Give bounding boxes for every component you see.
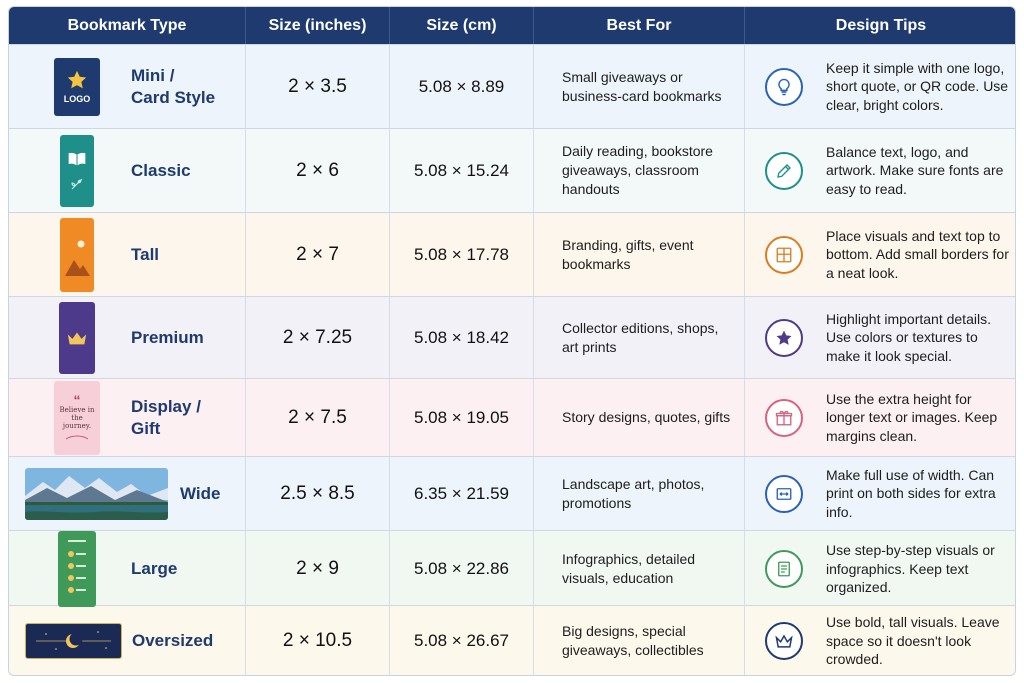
type-name: Classic [131, 160, 191, 180]
best-for: Small giveaways or business-card bookmar… [534, 45, 745, 128]
size-inches: 2 × 7 [246, 213, 390, 296]
tip-text: Balance text, logo, and artwork. Make su… [826, 143, 1004, 197]
best-for: Landscape art, photos, promotions [534, 457, 745, 530]
size-cm: 6.35 × 21.59 [390, 457, 534, 530]
best-for: Branding, gifts, event bookmarks [534, 213, 745, 296]
type-name: Mini / Card Style [131, 65, 216, 107]
table-row-display-gift: “ Believe in the journey. Display / Gift… [9, 378, 1015, 456]
best-for: Collector editions, shops, art prints [534, 297, 745, 378]
tip-text: Use the extra height for longer text or … [826, 390, 998, 444]
document-icon [765, 550, 803, 588]
tip-text: Keep it simple with one logo, short quot… [826, 59, 1009, 113]
table-row-tall: Tall 2 × 7 5.08 × 17.78 Branding, gifts,… [9, 212, 1015, 296]
moon-night-icon [36, 631, 111, 650]
best-for: Big designs, special giveaways, collecti… [534, 606, 745, 675]
design-tip: Use bold, tall visuals. Leave space so i… [745, 606, 1015, 675]
type-name: Large [131, 559, 178, 578]
type-name: Tall [131, 244, 160, 264]
design-tip: Use step-by-step visuals or infographics… [745, 531, 1015, 607]
size-inches: 2 × 6 [246, 129, 390, 212]
large-bookmark-thumbnail [58, 531, 96, 607]
table-row-oversized: Oversized 2 × 10.5 5.08 × 26.67 Big desi… [9, 605, 1015, 675]
lightbulb-icon [765, 67, 803, 106]
type-cell: LOGO Mini / Card Style [9, 45, 246, 128]
size-inches: 2 × 3.5 [246, 45, 390, 128]
tip-text: Use step-by-step visuals or infographics… [826, 542, 995, 596]
table-row-large: Large 2 × 9 5.08 × 22.86 Infographics, d… [9, 530, 1015, 607]
star-icon [67, 70, 87, 89]
size-inches: 2.5 × 8.5 [246, 457, 390, 530]
header-design-tips: Design Tips [835, 16, 927, 34]
oversized-bookmark-thumbnail [25, 623, 122, 659]
size-cm: 5.08 × 19.05 [390, 379, 534, 456]
crown-icon [765, 622, 803, 660]
laurel-icon [65, 435, 89, 440]
size-cm: 5.08 × 17.78 [390, 213, 534, 296]
type-cell: Large [9, 531, 246, 607]
header-best-for: Best For [534, 7, 745, 44]
quote-mark-icon: “ [73, 392, 81, 408]
type-cell: “ Believe in the journey. Display / Gift [9, 379, 246, 456]
header-size-inches: Size (inches) [246, 7, 390, 44]
open-book-icon [68, 152, 86, 166]
table-row-mini: LOGO Mini / Card Style 2 × 3.5 5.08 × 8.… [9, 44, 1015, 128]
design-tip: Keep it simple with one logo, short quot… [745, 45, 1015, 128]
best-for: Infographics, detailed visuals, educatio… [534, 531, 745, 607]
tip-text: Place visuals and text top to bottom. Ad… [826, 227, 1009, 281]
size-cm: 5.08 × 26.67 [390, 606, 534, 675]
bookmark-size-table: Bookmark Type Size (inches) Size (cm) Be… [8, 6, 1016, 676]
size-inches: 2 × 10.5 [246, 606, 390, 675]
premium-bookmark-thumbnail [59, 301, 95, 374]
size-cm: 5.08 × 18.42 [390, 297, 534, 378]
classic-bookmark-thumbnail [60, 134, 94, 207]
design-tip: Place visuals and text top to bottom. Ad… [745, 213, 1015, 296]
tip-text: Use bold, tall visuals. Leave space so i… [826, 614, 1000, 668]
tip-text: Highlight important details. Use colors … [826, 310, 991, 364]
design-tip: Make full use of width. Can print on bot… [745, 457, 1015, 530]
thumbnail-logo-text: LOGO [63, 94, 91, 104]
mini-bookmark-thumbnail: LOGO [54, 57, 100, 116]
width-arrows-icon [765, 474, 803, 513]
type-name: Oversized [132, 631, 214, 650]
tip-text: Make full use of width. Can print on bot… [826, 466, 996, 520]
size-cm: 5.08 × 15.24 [390, 129, 534, 212]
table-row-classic: Classic 2 × 6 5.08 × 15.24 Daily reading… [9, 128, 1015, 212]
header-bookmark-type: Bookmark Type [9, 7, 246, 44]
design-tip: Highlight important details. Use colors … [745, 297, 1015, 378]
table-header: Bookmark Type Size (inches) Size (cm) Be… [9, 7, 1015, 44]
type-cell: Tall [9, 213, 246, 296]
star-icon [765, 318, 803, 357]
type-cell: Classic [9, 129, 246, 212]
size-cm: 5.08 × 8.89 [390, 45, 534, 128]
tall-bookmark-thumbnail [60, 217, 94, 292]
type-name: Wide [180, 483, 221, 503]
table-row-wide: Wide 2.5 × 8.5 6.35 × 21.59 Landscape ar… [9, 456, 1015, 530]
size-inches: 2 × 9 [246, 531, 390, 607]
gift-icon [765, 398, 803, 437]
size-inches: 2 × 7.5 [246, 379, 390, 456]
type-cell: Oversized [9, 606, 246, 675]
layout-icon [765, 235, 803, 274]
leaf-icon [71, 178, 83, 189]
mountain-image-icon [65, 240, 90, 276]
best-for: Daily reading, bookstore giveaways, clas… [534, 129, 745, 212]
design-tip: Balance text, logo, and artwork. Make su… [745, 129, 1015, 212]
size-cm: 5.08 × 22.86 [390, 531, 534, 607]
display-gift-bookmark-thumbnail: “ Believe in the journey. [54, 380, 100, 455]
type-cell: Wide [9, 457, 246, 530]
thumbnail-quote-text: Believe in the journey. [59, 406, 95, 430]
best-for: Story designs, quotes, gifts [534, 379, 745, 456]
crown-icon [67, 332, 87, 344]
design-tip: Use the extra height for longer text or … [745, 379, 1015, 456]
infographic-list-icon [68, 540, 86, 593]
type-cell: Premium [9, 297, 246, 378]
wide-bookmark-landscape-thumbnail [25, 467, 168, 520]
type-name: Premium [131, 327, 204, 347]
pencil-icon [765, 151, 803, 190]
size-inches: 2 × 7.25 [246, 297, 390, 378]
table-row-premium: Premium 2 × 7.25 5.08 × 18.42 Collector … [9, 296, 1015, 378]
type-name: Display / Gift [131, 396, 201, 438]
header-size-cm: Size (cm) [390, 7, 534, 44]
